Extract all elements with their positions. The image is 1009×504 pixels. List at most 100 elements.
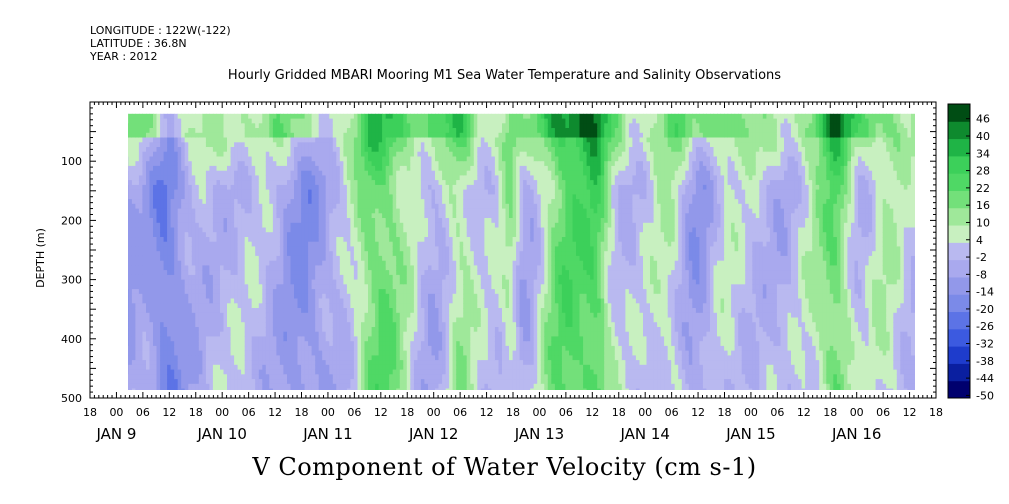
heatmap-cell — [220, 355, 225, 361]
heatmap-cell — [410, 165, 415, 172]
heatmap-cell — [121, 360, 125, 365]
heatmap-cell — [212, 189, 217, 195]
heatmap-cell — [396, 350, 401, 356]
heatmap-cell — [279, 327, 284, 333]
heatmap-cell — [315, 293, 320, 300]
heatmap-cell — [198, 147, 203, 153]
heatmap-cell — [276, 265, 281, 271]
heatmap-cell — [336, 293, 341, 300]
heatmap-cell — [220, 227, 225, 233]
heatmap-cell — [392, 303, 397, 309]
heatmap-cell — [251, 270, 256, 276]
heatmap-cell — [353, 279, 358, 285]
heatmap-cell — [153, 218, 158, 224]
heatmap-cell — [114, 180, 118, 185]
heatmap-cell — [237, 227, 242, 233]
heatmap-cell — [174, 142, 179, 148]
heatmap-cell — [149, 170, 154, 176]
heatmap-cell — [255, 336, 260, 342]
heatmap-cell — [304, 246, 309, 252]
heatmap-cell — [241, 379, 246, 385]
heatmap-cell — [290, 355, 295, 361]
heatmap-cell — [361, 369, 366, 375]
heatmap-cell — [118, 213, 122, 218]
heatmap-cell — [315, 312, 320, 319]
heatmap-cell — [403, 147, 408, 153]
heatmap-cell — [234, 350, 239, 356]
heatmap-cell — [269, 128, 274, 134]
heatmap-cell — [138, 350, 143, 356]
heatmap-cell — [287, 251, 292, 257]
heatmap-cell — [304, 184, 309, 191]
heatmap-cell — [272, 251, 277, 257]
heatmap-cell — [269, 312, 274, 319]
heatmap-cell — [315, 364, 320, 371]
heatmap-cell — [308, 331, 313, 337]
heatmap-cell — [258, 274, 263, 281]
heatmap-cell — [184, 274, 189, 281]
heatmap-cell — [198, 246, 203, 252]
heatmap-cell — [315, 170, 320, 176]
heatmap-cell — [318, 336, 323, 342]
heatmap-cell — [138, 170, 143, 176]
heatmap-cell — [163, 388, 168, 390]
heatmap-cell — [410, 274, 415, 281]
heatmap-cell — [167, 336, 172, 342]
heatmap-cell — [346, 118, 351, 124]
heatmap-cell — [262, 194, 267, 200]
heatmap-cell — [244, 388, 249, 390]
heatmap-cell — [385, 298, 390, 304]
heatmap-cell — [167, 364, 172, 371]
heatmap-cell — [223, 156, 228, 162]
heatmap-cell — [156, 184, 161, 191]
heatmap-cell — [318, 260, 323, 266]
heatmap-cell — [188, 289, 193, 295]
heatmap-cell — [188, 194, 193, 200]
heatmap-cell — [297, 227, 302, 233]
heatmap-cell — [287, 327, 292, 333]
heatmap-cell — [128, 364, 129, 371]
heatmap-cell — [350, 312, 355, 319]
heatmap-cell — [248, 165, 253, 172]
heatmap-cell — [389, 379, 394, 385]
heatmap-cell — [188, 355, 193, 361]
heatmap-cell — [287, 147, 292, 153]
heatmap-cell — [375, 165, 380, 172]
heatmap-cell — [318, 113, 323, 120]
heatmap-cell — [205, 161, 210, 167]
heatmap-cell — [131, 322, 136, 328]
heatmap-cell — [357, 199, 362, 205]
heatmap-cell — [258, 113, 263, 120]
heatmap-cell — [234, 184, 239, 191]
heatmap-cell — [287, 241, 292, 247]
heatmap-cell — [410, 284, 415, 290]
heatmap-cell — [121, 133, 125, 138]
heatmap-cell — [251, 113, 256, 120]
heatmap-cell — [198, 260, 203, 266]
heatmap-cell — [311, 336, 316, 342]
heatmap-cell — [114, 346, 118, 351]
heatmap-cell — [378, 156, 383, 162]
heatmap-cell — [350, 322, 355, 328]
heatmap-cell — [392, 227, 397, 233]
heatmap-cell — [156, 308, 161, 314]
heatmap-cell — [329, 289, 334, 295]
heatmap-cell — [332, 336, 337, 342]
heatmap-cell — [244, 308, 249, 314]
heatmap-cell — [191, 308, 196, 314]
heatmap-cell — [371, 218, 376, 224]
heatmap-cell — [135, 118, 140, 124]
heatmap-cell — [195, 118, 200, 124]
heatmap-cell — [170, 180, 175, 186]
heatmap-cell — [308, 151, 313, 157]
heatmap-cell — [121, 128, 125, 133]
heatmap-cell — [336, 208, 341, 214]
heatmap-cell — [153, 142, 158, 148]
heatmap-cell — [276, 165, 281, 172]
heatmap-cell — [234, 274, 239, 281]
heatmap-cell — [283, 251, 288, 257]
heatmap-cell — [135, 303, 140, 309]
heatmap-cell — [177, 265, 182, 271]
heatmap-cell — [121, 332, 125, 337]
heatmap-cell — [290, 137, 295, 143]
